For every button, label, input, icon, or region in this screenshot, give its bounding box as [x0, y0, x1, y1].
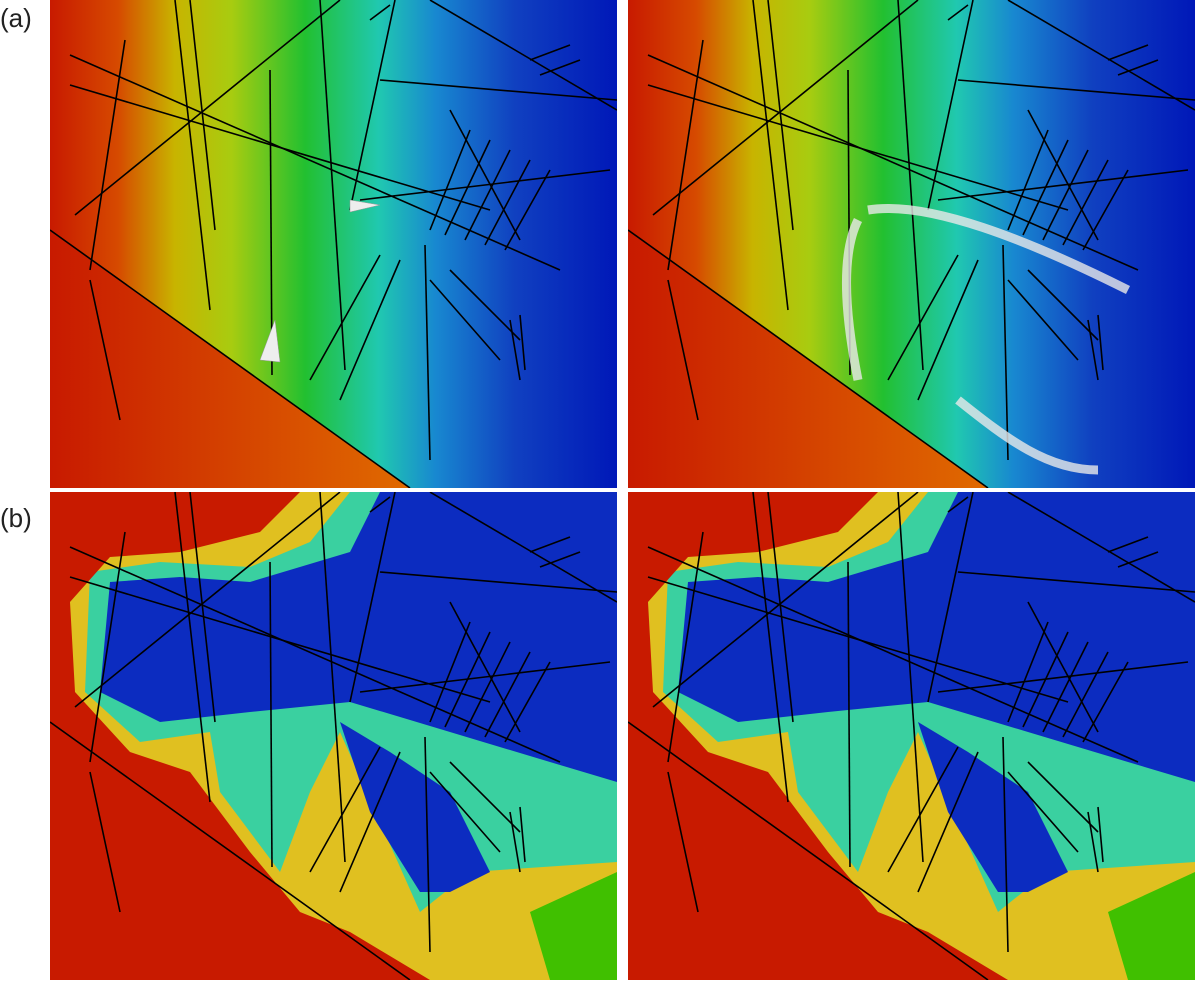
- field-region: [530, 872, 617, 980]
- panel-label: (b): [0, 503, 32, 533]
- saturation-panel: [50, 492, 617, 980]
- field-region: [918, 722, 1068, 892]
- pressure-panel: [628, 0, 1195, 488]
- field-region: [628, 492, 1008, 980]
- pressure-panel: [50, 0, 617, 488]
- field-region: [340, 722, 490, 892]
- saturation-panel: [628, 492, 1195, 980]
- velocity-arrows: [842, 203, 1131, 475]
- field-region: [1108, 872, 1195, 980]
- panel-label: (a): [0, 3, 32, 33]
- velocity-arrows: [259, 199, 381, 363]
- field-region: [50, 492, 430, 980]
